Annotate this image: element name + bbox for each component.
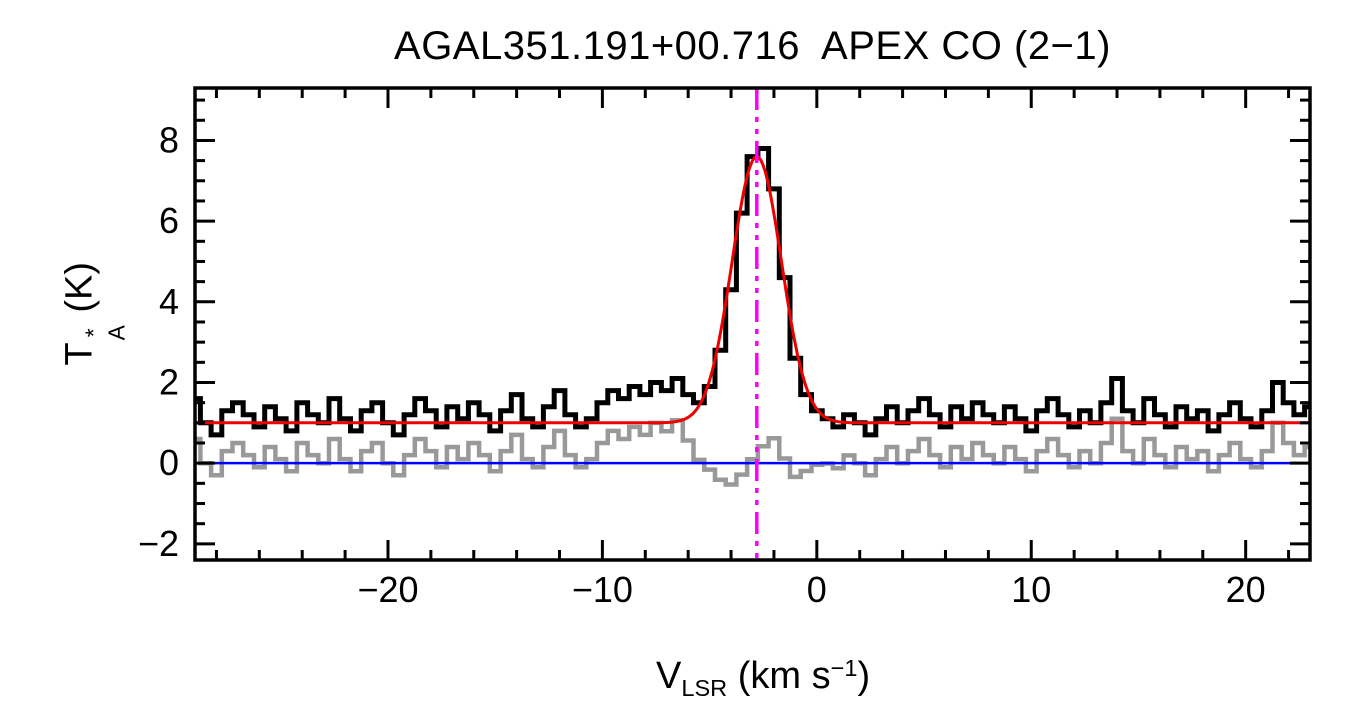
y-tick-label: −2	[138, 523, 179, 564]
x-tick-label: 10	[1011, 569, 1051, 610]
x-axis-symbol: V	[656, 655, 682, 697]
y-axis-subscript: A	[103, 325, 130, 341]
x-tick-label: 20	[1226, 569, 1266, 610]
gaussian-fit-curve	[195, 154, 1310, 425]
x-tick-label: −20	[357, 569, 418, 610]
axis-frame	[193, 86, 1312, 562]
spectrum-histogram	[195, 146, 1310, 438]
y-tick-label: 6	[159, 200, 179, 241]
x-tick-label: 0	[807, 569, 827, 610]
y-tick-label: 4	[159, 281, 179, 322]
y-axis-symbol: T	[58, 342, 101, 366]
x-axis-label: VLSR (km s−1)	[195, 612, 1310, 702]
y-axis-unit: (K)	[58, 261, 101, 324]
residual-histogram	[195, 416, 1310, 487]
x-axis-exponent: −1	[830, 655, 858, 682]
y-axis-label: T * A (K)	[16, 261, 130, 386]
y-tick-label: 2	[159, 361, 179, 402]
x-axis-subscript: LSR	[681, 675, 728, 702]
y-axis-subsup: * A	[80, 325, 130, 341]
plot-title: AGAL351.191+00.716 APEX CO (2−1)	[394, 24, 1111, 68]
x-axis-unit-close: )	[857, 655, 871, 697]
x-axis-unit-open: (km s	[727, 655, 831, 697]
y-tick-label: 0	[159, 442, 179, 483]
y-tick-label: 8	[159, 119, 179, 160]
x-tick-label: −10	[572, 569, 633, 610]
y-axis-superscript: *	[80, 328, 107, 338]
data-layer	[195, 88, 1310, 560]
figure-page: { "chart_data": { "type": "line", "title…	[16, 24, 1312, 702]
